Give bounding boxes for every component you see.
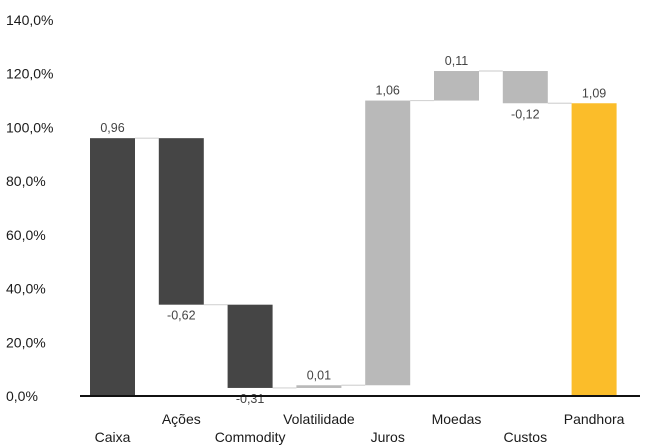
bar-juros bbox=[365, 100, 411, 386]
bar-caixa bbox=[90, 138, 135, 396]
y-tick-label: 120,0% bbox=[6, 66, 53, 82]
y-tick-label: 20,0% bbox=[6, 334, 46, 350]
bar-volatilidade bbox=[296, 385, 342, 388]
y-axis: 0,0% 20,0% 40,0% 60,0% 80,0% 100,0% 120,0% 140,… bbox=[6, 12, 53, 404]
bar-moedas bbox=[434, 71, 479, 101]
connector-lines bbox=[135, 70, 572, 389]
category-label: Juros bbox=[371, 429, 405, 445]
data-label: -0,31 bbox=[236, 392, 265, 406]
y-tick-label: 40,0% bbox=[6, 281, 46, 297]
data-label: 0,96 bbox=[100, 121, 124, 135]
category-label: Moedas bbox=[432, 411, 482, 427]
y-tick-label: 80,0% bbox=[6, 173, 46, 189]
category-label: Commodity bbox=[215, 429, 286, 445]
bars bbox=[90, 71, 617, 396]
bar-a-es bbox=[158, 138, 204, 305]
data-label: 0,01 bbox=[307, 368, 331, 382]
category-label: Volatilidade bbox=[283, 411, 355, 427]
bar-custos bbox=[502, 71, 548, 104]
data-label: -0,12 bbox=[511, 107, 540, 121]
category-label: Caixa bbox=[95, 429, 131, 445]
category-label: Custos bbox=[504, 429, 548, 445]
y-tick-label: 0,0% bbox=[6, 388, 38, 404]
data-label: 0,11 bbox=[445, 54, 468, 68]
x-axis: Caixa Ações Commodity Volatilidade Juros Moed… bbox=[80, 395, 640, 445]
y-tick-label: 60,0% bbox=[6, 227, 46, 243]
y-tick-label: 100,0% bbox=[6, 119, 53, 135]
data-label: -0,62 bbox=[167, 309, 196, 323]
category-label: Ações bbox=[162, 411, 201, 427]
y-tick-label: 140,0% bbox=[6, 12, 53, 28]
bar-commodity bbox=[227, 304, 273, 388]
data-label: 1,09 bbox=[582, 86, 606, 100]
data-label: 1,06 bbox=[376, 84, 400, 98]
bar-pandhora bbox=[571, 103, 617, 396]
category-label: Pandhora bbox=[564, 411, 625, 427]
